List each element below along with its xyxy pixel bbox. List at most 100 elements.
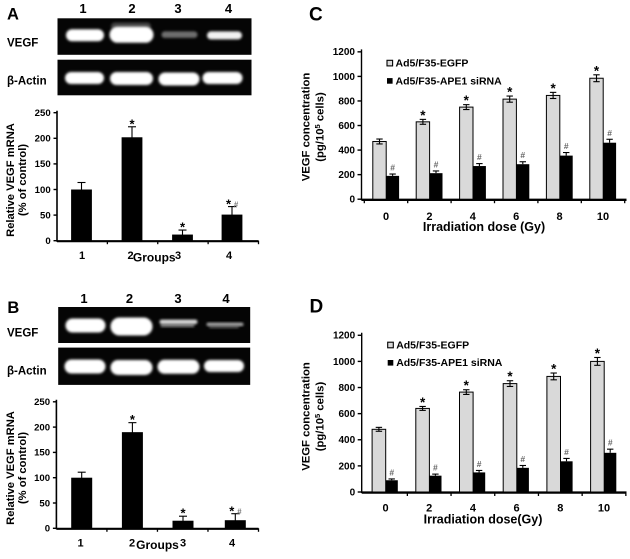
svg-text:#: # — [477, 459, 482, 469]
svg-text:VEGF concentration: VEGF concentration — [300, 73, 312, 182]
svg-text:#: # — [433, 463, 438, 473]
svg-text:Irradiation dose (Gy): Irradiation dose (Gy) — [423, 220, 545, 234]
svg-text:6: 6 — [514, 503, 520, 515]
svg-text:1: 1 — [80, 291, 87, 306]
svg-text:C: C — [309, 5, 323, 26]
svg-text:1000: 1000 — [333, 72, 356, 83]
svg-text:2: 2 — [126, 291, 133, 306]
svg-text:#: # — [520, 150, 525, 160]
svg-text:D: D — [310, 297, 324, 318]
svg-text:VEGF concentration: VEGF concentration — [300, 362, 312, 471]
svg-text:(pg/105 cells): (pg/105 cells) — [313, 382, 327, 452]
svg-text:Relative VEGF mRNA: Relative VEGF mRNA — [5, 123, 17, 237]
svg-text:*: * — [180, 506, 186, 521]
svg-text:250: 250 — [35, 108, 51, 119]
svg-text:1000: 1000 — [333, 357, 356, 368]
svg-text:Groups: Groups — [133, 251, 176, 265]
svg-text:#: # — [564, 141, 569, 151]
svg-text:1: 1 — [79, 1, 86, 16]
svg-text:1200: 1200 — [333, 331, 356, 342]
svg-text:Irradiation dose(Gy): Irradiation dose(Gy) — [424, 512, 543, 526]
svg-text:#: # — [237, 508, 242, 517]
svg-text:50: 50 — [39, 498, 50, 509]
svg-text:8: 8 — [557, 211, 563, 223]
svg-text:VEGF: VEGF — [7, 38, 38, 50]
svg-text:600: 600 — [338, 121, 355, 132]
svg-text:0: 0 — [45, 236, 50, 247]
svg-text:Ad5/F35-APE1 siRNA: Ad5/F35-APE1 siRNA — [396, 75, 503, 87]
svg-text:3: 3 — [174, 291, 181, 306]
svg-text:(% of control): (% of control) — [17, 144, 29, 216]
svg-text:*: * — [420, 108, 426, 123]
svg-text:Relative VEGF mRNA: Relative VEGF mRNA — [5, 411, 17, 525]
svg-text:*: * — [420, 395, 426, 410]
svg-text:4: 4 — [229, 537, 236, 549]
svg-text:*: * — [130, 412, 136, 427]
svg-text:#: # — [434, 159, 439, 169]
svg-text:2: 2 — [127, 250, 133, 262]
svg-text:1: 1 — [79, 250, 85, 262]
svg-text:β-Actin: β-Actin — [7, 366, 47, 378]
svg-text:400: 400 — [339, 435, 356, 446]
svg-text:*: * — [180, 220, 186, 235]
svg-text:B: B — [7, 299, 19, 317]
svg-text:4: 4 — [470, 211, 477, 223]
svg-text:4: 4 — [226, 250, 233, 262]
svg-text:150: 150 — [34, 448, 50, 459]
svg-text:#: # — [234, 201, 239, 210]
svg-text:3: 3 — [175, 250, 181, 262]
svg-text:*: * — [550, 81, 556, 96]
svg-text:4: 4 — [470, 503, 477, 515]
svg-text:3: 3 — [174, 1, 181, 16]
svg-text:200: 200 — [35, 134, 51, 145]
svg-text:10: 10 — [597, 211, 609, 223]
svg-text:8: 8 — [557, 503, 563, 515]
svg-text:2: 2 — [129, 537, 135, 549]
svg-text:*: * — [507, 85, 513, 100]
svg-text:(pg/105 cells): (pg/105 cells) — [313, 92, 327, 162]
svg-text:*: * — [464, 93, 470, 108]
svg-text:150: 150 — [35, 159, 51, 170]
svg-text:2: 2 — [426, 211, 432, 223]
svg-text:#: # — [608, 438, 613, 448]
svg-text:Ad5/F35-EGFP: Ad5/F35-EGFP — [396, 58, 469, 70]
svg-text:1: 1 — [77, 537, 83, 549]
svg-text:4: 4 — [222, 291, 230, 306]
svg-text:600: 600 — [339, 409, 356, 420]
svg-text:800: 800 — [339, 383, 356, 394]
svg-text:0: 0 — [350, 487, 356, 498]
svg-text:1200: 1200 — [333, 47, 356, 58]
svg-text:Groups: Groups — [136, 538, 179, 552]
svg-text:*: * — [229, 504, 235, 519]
svg-text:250: 250 — [34, 397, 50, 408]
svg-text:200: 200 — [34, 422, 50, 433]
svg-text:#: # — [477, 152, 482, 162]
svg-text:β-Actin: β-Actin — [7, 76, 47, 88]
svg-text:*: * — [507, 369, 513, 384]
svg-text:#: # — [389, 467, 394, 477]
svg-text:0: 0 — [382, 503, 388, 515]
svg-text:2: 2 — [128, 1, 135, 16]
svg-text:0: 0 — [349, 195, 355, 206]
svg-text:6: 6 — [513, 211, 519, 223]
svg-text:*: * — [129, 116, 135, 131]
svg-text:*: * — [551, 362, 557, 377]
svg-text:2: 2 — [426, 503, 432, 515]
svg-text:#: # — [564, 447, 569, 457]
svg-text:Ad5/F35-EGFP: Ad5/F35-EGFP — [396, 339, 469, 351]
svg-text:#: # — [390, 163, 395, 173]
svg-text:400: 400 — [338, 145, 355, 156]
svg-text:#: # — [607, 128, 612, 138]
svg-text:*: * — [595, 346, 601, 361]
svg-text:*: * — [226, 197, 232, 212]
svg-text:3: 3 — [180, 537, 186, 549]
svg-text:10: 10 — [598, 503, 610, 515]
svg-text:(% of control): (% of control) — [17, 432, 29, 504]
svg-text:4: 4 — [225, 1, 233, 16]
svg-text:100: 100 — [35, 185, 51, 196]
svg-text:800: 800 — [338, 96, 355, 107]
svg-text:Ad5/F35-APE1 siRNA: Ad5/F35-APE1 siRNA — [396, 357, 503, 369]
svg-text:50: 50 — [40, 210, 51, 221]
svg-text:100: 100 — [34, 473, 50, 484]
svg-text:0: 0 — [45, 524, 50, 535]
